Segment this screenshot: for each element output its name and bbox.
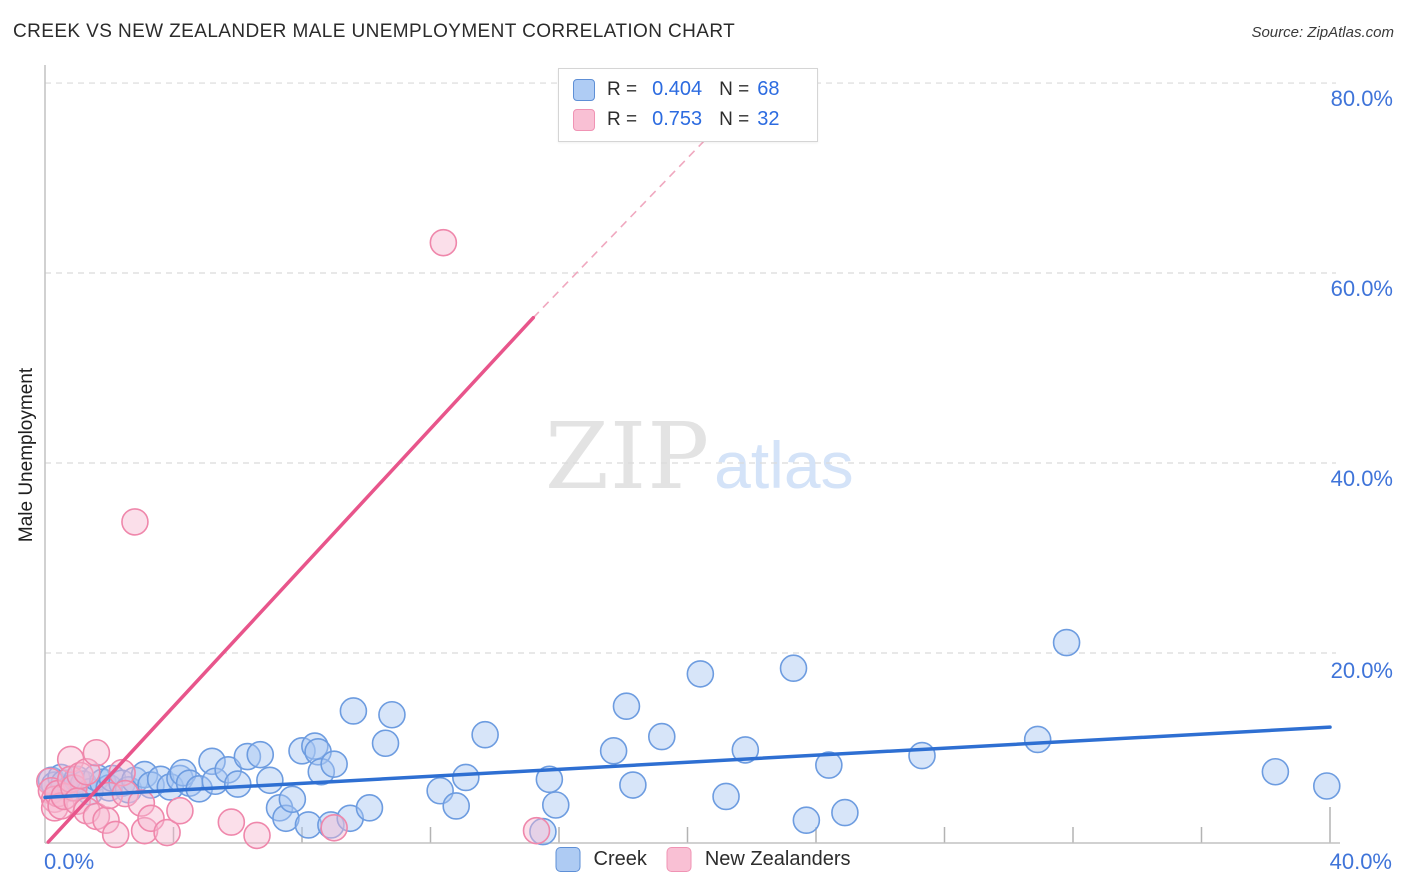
creek-point bbox=[471, 720, 499, 749]
watermark-zip: ZIP bbox=[545, 403, 711, 510]
creek-point bbox=[1312, 772, 1341, 800]
correlation-stats-legend: R = 0.404 N = 68 R = 0.753 N = 32 bbox=[558, 68, 818, 142]
n-label: N = bbox=[719, 108, 750, 130]
nz-point bbox=[127, 789, 156, 817]
creek-point bbox=[339, 697, 368, 725]
creek-point bbox=[599, 737, 628, 765]
nz-point bbox=[217, 808, 246, 836]
nz-point bbox=[320, 814, 348, 842]
creek-point bbox=[256, 766, 284, 795]
series-legend: Creek New Zealanders bbox=[555, 847, 851, 872]
zipatlas-watermark: ZIP atlas bbox=[545, 403, 854, 510]
creek-n-value: 68 bbox=[757, 78, 780, 100]
nz-trend-extension bbox=[532, 130, 714, 319]
page-title: CREEK VS NEW ZEALANDER MALE UNEMPLOYMENT… bbox=[13, 21, 736, 42]
creek-point bbox=[378, 700, 406, 729]
creek-point bbox=[307, 757, 336, 786]
creek-legend-label: Creek bbox=[593, 848, 647, 870]
legend-item-creek: Creek bbox=[555, 847, 647, 872]
n-label: N = bbox=[719, 78, 750, 100]
creek-point bbox=[1052, 628, 1081, 657]
creek-point bbox=[712, 782, 740, 811]
nz-swatch bbox=[573, 108, 595, 131]
nz-point bbox=[243, 821, 271, 850]
creek-point bbox=[1023, 725, 1052, 754]
nz-point bbox=[82, 738, 111, 767]
creek-point bbox=[792, 806, 821, 835]
creek-point bbox=[355, 794, 384, 822]
y-tick-80: 80.0% bbox=[1330, 86, 1393, 111]
r-label: R = bbox=[607, 78, 638, 100]
r-label: R = bbox=[607, 108, 638, 130]
creek-point bbox=[541, 791, 570, 819]
nz-point bbox=[92, 806, 120, 835]
nz-n-value: 32 bbox=[757, 108, 780, 130]
creek-point bbox=[619, 771, 647, 799]
creek-point bbox=[535, 765, 564, 794]
creek-r-value: 0.404 bbox=[652, 78, 703, 100]
nz-point bbox=[101, 820, 130, 849]
creek-point bbox=[647, 722, 676, 751]
creek-point bbox=[223, 770, 252, 798]
nz-r-value: 0.753 bbox=[652, 108, 703, 130]
creek-point bbox=[731, 736, 760, 764]
creek-point bbox=[686, 660, 715, 688]
creek-legend-swatch bbox=[555, 847, 581, 872]
creek-trend-line bbox=[43, 725, 1332, 800]
creek-point bbox=[320, 750, 348, 778]
y-tick-60: 60.0% bbox=[1330, 276, 1393, 301]
creek-point bbox=[779, 654, 808, 683]
nz-stats-row: R = 0.753 N = 32 bbox=[573, 106, 805, 133]
creek-point bbox=[452, 763, 480, 792]
legend-item-new-zealanders: New Zealanders bbox=[666, 847, 851, 872]
nz-point bbox=[130, 816, 159, 845]
creek-point bbox=[1261, 757, 1290, 786]
watermark-atlas: atlas bbox=[714, 428, 854, 502]
creek-stats-row: R = 0.404 N = 68 bbox=[573, 76, 805, 103]
creek-point bbox=[442, 792, 471, 820]
creek-swatch bbox=[573, 78, 595, 101]
nz-trend-line bbox=[46, 315, 536, 844]
nz-legend-swatch bbox=[666, 847, 692, 872]
creek-point bbox=[198, 747, 226, 776]
creek-point bbox=[831, 798, 859, 827]
nz-point bbox=[429, 228, 458, 257]
nz-legend-label: New Zealanders bbox=[704, 848, 851, 870]
creek-point bbox=[612, 692, 641, 721]
source-link[interactable]: Source: ZipAtlas.com bbox=[1251, 24, 1394, 41]
creek-point bbox=[246, 740, 275, 769]
nz-point bbox=[166, 796, 194, 825]
y-tick-40: 40.0% bbox=[1330, 466, 1393, 491]
x-tick-40: 40.0% bbox=[1329, 849, 1392, 874]
creek-point bbox=[278, 785, 307, 814]
nz-point bbox=[522, 816, 551, 845]
nz-point bbox=[121, 508, 149, 536]
x-tick-0: 0.0% bbox=[44, 849, 95, 874]
creek-point bbox=[214, 756, 242, 784]
creek-point bbox=[908, 741, 936, 770]
nz-point bbox=[153, 818, 181, 847]
creek-point bbox=[815, 751, 843, 779]
creek-point bbox=[371, 729, 400, 758]
y-tick-20: 20.0% bbox=[1330, 658, 1393, 683]
